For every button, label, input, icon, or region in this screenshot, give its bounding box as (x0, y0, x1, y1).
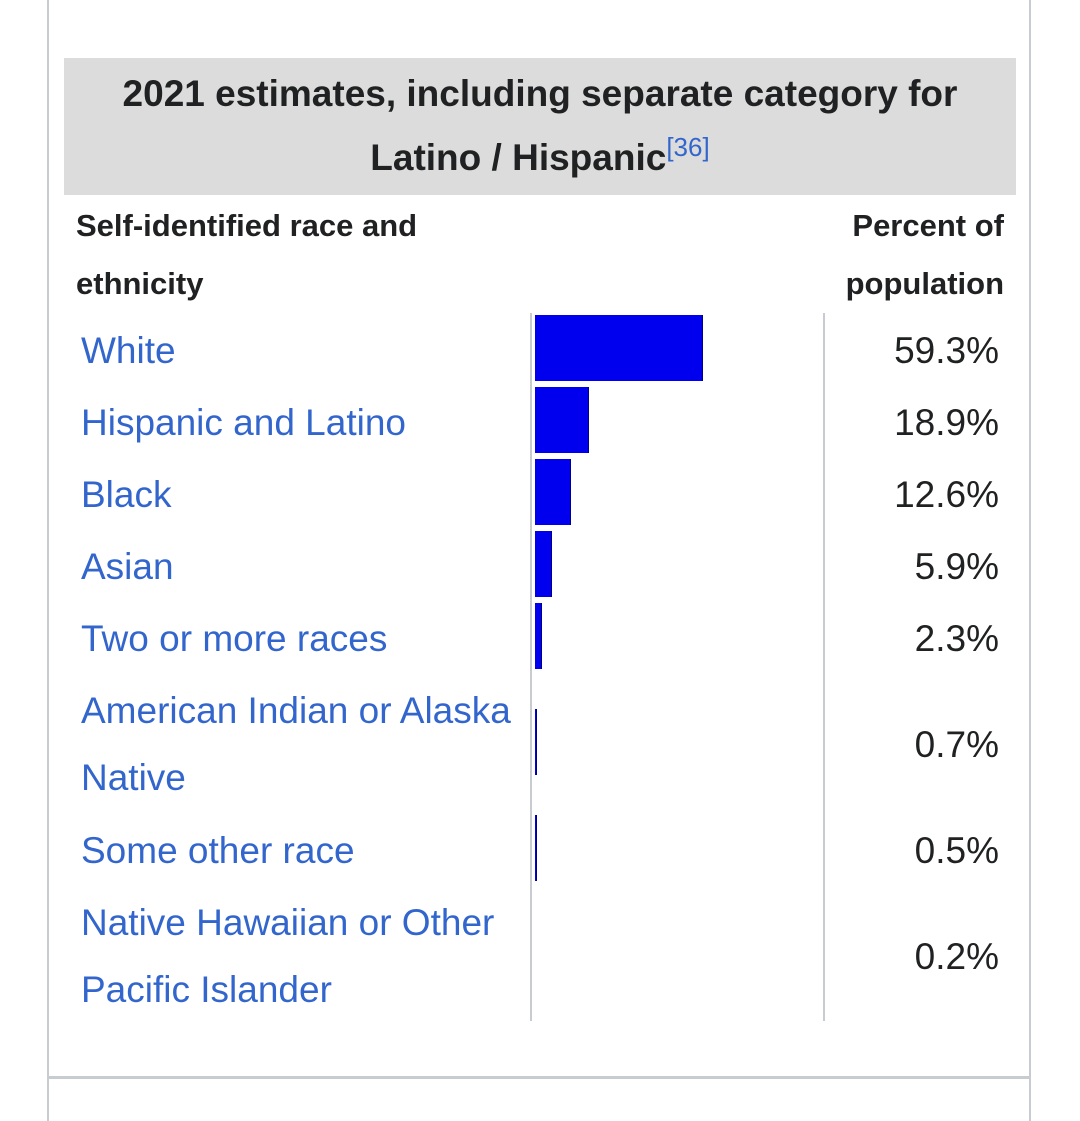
value-label: 2.3% (914, 618, 999, 659)
bar (535, 315, 703, 381)
value-label: 0.7% (914, 724, 999, 765)
bar (535, 603, 542, 669)
row-label-link[interactable]: Two or more races (81, 618, 388, 659)
row-label-link[interactable]: Asian (81, 546, 174, 587)
bar (535, 387, 589, 453)
row-label-link[interactable]: Native Hawaiian or Other Pacific Islande… (81, 902, 495, 1010)
next-section-frame (47, 1079, 1031, 1121)
row-label-link[interactable]: Hispanic and Latino (81, 402, 406, 443)
chart-right-divider (823, 313, 825, 1021)
table-caption: 2021 estimates, including separate categ… (64, 58, 1016, 195)
chart-left-divider (530, 313, 532, 1021)
value-label: 12.6% (894, 474, 999, 515)
table-frame (47, 0, 1031, 1079)
bar (535, 709, 537, 775)
column-header-race: Self-identified race and ethnicity (76, 208, 418, 301)
value-label: 59.3% (894, 330, 999, 371)
value-label: 18.9% (894, 402, 999, 443)
row-label-link[interactable]: Some other race (81, 830, 355, 871)
row-label-link[interactable]: American Indian or Alaska Native (81, 690, 511, 798)
caption-text: 2021 estimates, including separate categ… (122, 73, 958, 178)
row-label-link[interactable]: White (81, 330, 176, 371)
column-header-percent: Percent of population (845, 208, 1004, 301)
value-label: 0.2% (914, 936, 999, 977)
bar (535, 459, 571, 525)
citation-link[interactable]: [36] (666, 132, 710, 162)
bar (535, 815, 537, 881)
bar (535, 531, 552, 597)
value-label: 5.9% (914, 546, 999, 587)
row-label-link[interactable]: Black (81, 474, 172, 515)
value-label: 0.5% (914, 830, 999, 871)
